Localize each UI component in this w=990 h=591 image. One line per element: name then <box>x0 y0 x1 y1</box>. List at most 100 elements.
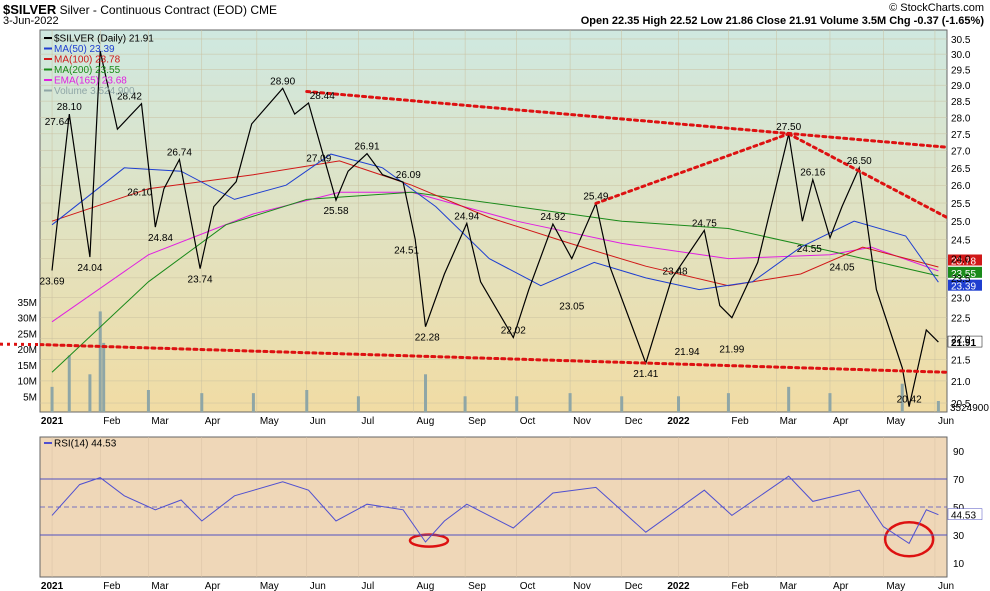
y-tick-label: 23.5 <box>951 274 971 285</box>
rsi-x-tick-label: Mar <box>151 581 169 591</box>
price-annotation: 26.91 <box>354 142 379 153</box>
ma50-line <box>51 153 939 291</box>
right-value-label: 21.91 <box>951 338 976 349</box>
price-annotation: 24.55 <box>797 244 822 255</box>
volume-tick-label: 20M <box>18 345 37 356</box>
x-tick-label: May <box>260 416 279 427</box>
rsi-last-label: 44.53 <box>951 511 976 522</box>
volume-bar <box>98 311 102 412</box>
ema165-line <box>51 191 939 323</box>
right-value-label: 23.78 <box>951 256 976 267</box>
x-tick-label: Jun <box>938 416 954 427</box>
exchange: CME <box>250 3 277 17</box>
price-annotation: 24.94 <box>454 211 479 222</box>
trend-line <box>305 90 947 149</box>
volume-bar <box>251 393 255 412</box>
right-value-label: 23.39 <box>951 282 976 293</box>
x-tick-label: Mar <box>780 416 798 427</box>
volume-bar <box>828 393 832 412</box>
price-annotation: 27.09 <box>306 154 331 165</box>
rsi-x-tick-label: Oct <box>520 581 536 591</box>
price-annotation: 24.05 <box>829 263 854 274</box>
rsi-oversold-circle <box>883 520 935 558</box>
price-annotation: 23.74 <box>188 275 213 286</box>
price-annotation: 28.10 <box>57 102 82 113</box>
trend-line <box>787 132 947 220</box>
rsi-legend-label: RSI(14) 44.53 <box>54 439 117 450</box>
right-value-label: 23.55 <box>951 269 976 280</box>
y-tick-label: 29.0 <box>951 81 971 92</box>
right-value-box <box>947 335 983 348</box>
price-annotation: 26.50 <box>847 156 872 167</box>
price-annotation: 20.42 <box>897 395 922 406</box>
volume-tick-label: 15M <box>18 361 37 372</box>
rsi-x-tick-label: May <box>886 581 905 591</box>
y-tick-label: 30.5 <box>951 35 971 46</box>
price-annotation: 28.90 <box>270 76 295 87</box>
x-tick-label: Jul <box>361 416 374 427</box>
volume-bar <box>88 374 92 412</box>
volume-bar <box>677 396 681 412</box>
y-tick-label: 24.0 <box>951 255 971 266</box>
x-tick-label: Oct <box>520 416 536 427</box>
volume-bar <box>463 396 467 412</box>
price-annotation: 25.58 <box>324 206 349 217</box>
price-annotation: 23.48 <box>663 267 688 278</box>
price-annotation: 21.99 <box>719 345 744 356</box>
x-tick-label: Feb <box>731 416 749 427</box>
right-value-box <box>948 266 982 278</box>
price-annotation: 26.09 <box>396 170 421 181</box>
volume-tick-label: 30M <box>18 314 37 325</box>
x-tick-label: Apr <box>205 416 221 427</box>
price-annotation: 27.64 <box>45 117 70 128</box>
watermark: © StockCharts.com <box>889 2 984 14</box>
volume-bar <box>620 396 624 412</box>
rsi-x-tick-label: Feb <box>103 581 121 591</box>
ma200-line <box>51 191 939 373</box>
volume-bar <box>568 393 572 412</box>
price-annotation: 28.42 <box>117 92 142 103</box>
price-annotation: 28.44 <box>310 91 335 102</box>
y-tick-label: 21.0 <box>951 377 971 388</box>
legend-label-volume: Volume 3,524,900 <box>54 86 135 97</box>
legend-label-price: $SILVER (Daily) 21.91 <box>54 34 154 45</box>
volume-bar <box>305 390 309 412</box>
x-tick-label: Dec <box>625 416 643 427</box>
y-tick-label: 27.5 <box>951 130 971 141</box>
y-tick-label: 24.5 <box>951 236 971 247</box>
rsi-x-tick-label: Jul <box>361 581 374 591</box>
price-annotation: 23.05 <box>559 302 584 313</box>
volume-bar <box>200 393 204 412</box>
trend-line <box>594 132 791 205</box>
volume-tick-label: 25M <box>18 329 37 340</box>
rsi-x-tick-label: Apr <box>833 581 849 591</box>
y-tick-label: 25.5 <box>951 199 971 210</box>
price-annotation: 24.84 <box>148 233 173 244</box>
rsi-last-box <box>947 508 983 520</box>
volume-bar <box>146 390 150 412</box>
volume-tick-label: 10M <box>18 377 37 388</box>
price-annotation: 26.10 <box>127 188 152 199</box>
rsi-tick-label: 10 <box>953 559 965 570</box>
ma100-line <box>51 160 939 287</box>
volume-bar <box>424 374 428 412</box>
volume-bar <box>900 383 904 412</box>
legend-label-ema165: EMA(165) 23.68 <box>54 76 127 87</box>
price-annotation: 21.94 <box>675 347 700 358</box>
price-annotation: 26.74 <box>167 148 192 159</box>
price-annotation: 24.92 <box>540 212 565 223</box>
right-value-box <box>948 254 982 266</box>
price-annotation: 24.75 <box>692 218 717 229</box>
volume-bar <box>936 401 940 412</box>
x-tick-label: May <box>886 416 905 427</box>
price-annotation: 25.49 <box>583 191 608 202</box>
y-tick-label: 22.0 <box>951 334 971 345</box>
price-annotation: 27.50 <box>776 122 801 133</box>
volume-bar <box>726 393 730 412</box>
volume-bar <box>787 386 791 412</box>
contract-name: Silver - Continuous Contract (EOD) <box>59 3 247 17</box>
rsi-x-tick-label: May <box>260 581 279 591</box>
rsi-x-tick-label: Sep <box>468 581 486 591</box>
rsi-x-tick-label: Apr <box>205 581 221 591</box>
